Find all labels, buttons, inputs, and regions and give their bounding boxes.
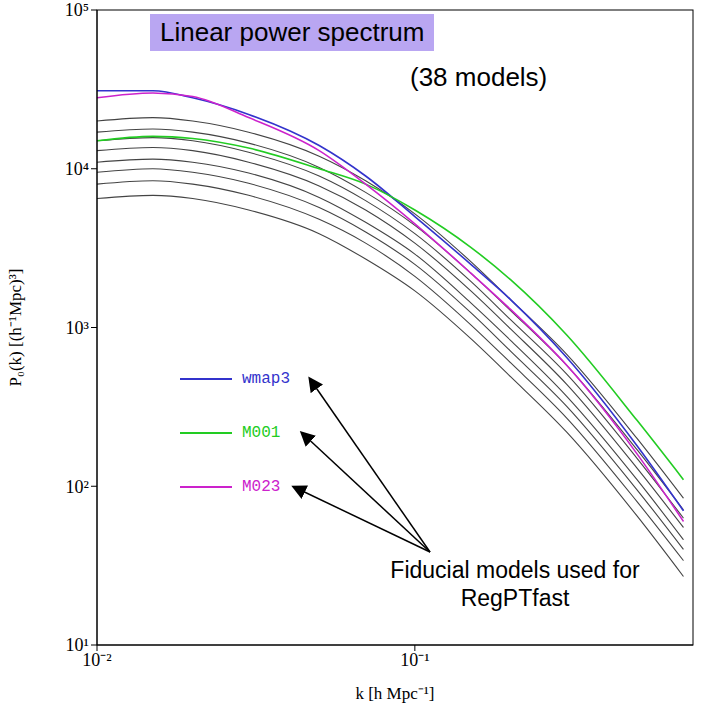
html-text:wmap3: wmap3 <box>242 370 290 388</box>
html-text:Linear power spectrum: Linear power spectrum <box>160 17 425 47</box>
html-text:(38 models): (38 models) <box>410 62 548 92</box>
svg-text:P₀(k) [(h⁻¹Mpc)³]: P₀(k) [(h⁻¹Mpc)³] <box>6 269 25 387</box>
svg-text:10⁵: 10⁵ <box>65 0 89 20</box>
svg-text:10³: 10³ <box>66 318 90 338</box>
html-text:Fiducial models used for RegPT: Fiducial models used for RegPTfast <box>390 557 640 611</box>
svg-text:10⁴: 10⁴ <box>65 159 89 179</box>
svg-text:10¹: 10¹ <box>66 635 89 655</box>
svg-text:10²: 10² <box>66 477 89 497</box>
html-text:M023: M023 <box>242 478 281 496</box>
svg-text:k [h Mpc⁻¹]: k [h Mpc⁻¹] <box>355 684 434 703</box>
html-text:M001: M001 <box>242 424 281 442</box>
svg-text:10⁻²: 10⁻² <box>82 649 112 670</box>
svg-text:10⁻¹: 10⁻¹ <box>400 650 429 670</box>
